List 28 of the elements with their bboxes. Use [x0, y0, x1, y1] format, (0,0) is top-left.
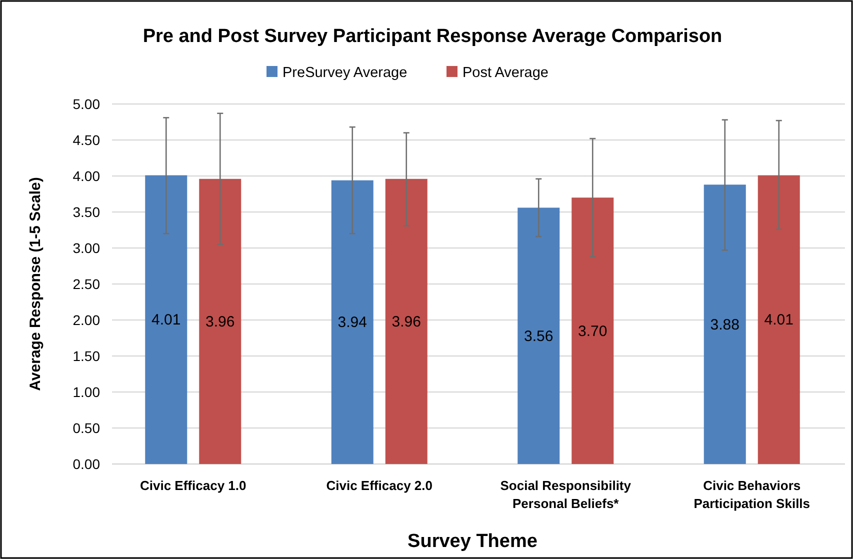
data-label: 3.96 — [206, 313, 235, 330]
x-tick-label: Civic Efficacy 2.0 — [326, 478, 432, 493]
data-label: 3.70 — [578, 322, 608, 340]
y-tick-label: 1.00 — [72, 384, 100, 400]
legend-label: Post Average — [462, 65, 548, 81]
data-label: 3.94 — [338, 314, 367, 332]
data-label: 3.96 — [392, 313, 421, 330]
x-tick-label: Social Responsibility Personal Beliefs* — [500, 478, 632, 511]
y-tick-label: 1.50 — [72, 348, 100, 364]
x-tick-label: Civic Behaviors Participation Skills — [694, 478, 810, 511]
y-axis-title: Average Response (1-5 Scale) — [27, 177, 44, 391]
y-tick-label: 2.00 — [72, 312, 100, 328]
y-tick-label: 0.00 — [72, 456, 100, 472]
y-tick-label: 4.00 — [72, 168, 100, 184]
y-tick-label: 3.50 — [72, 204, 100, 220]
x-axis-title: Survey Theme — [408, 531, 538, 552]
data-label: 3.56 — [524, 328, 554, 345]
data-label: 4.01 — [764, 312, 794, 329]
data-label: 3.88 — [710, 316, 740, 334]
y-tick-label: 3.00 — [72, 240, 100, 256]
data-label: 4.01 — [152, 312, 181, 329]
y-tick-label: 2.50 — [72, 276, 100, 292]
y-tick-label: 0.50 — [72, 420, 100, 436]
y-tick-label: 4.50 — [72, 132, 100, 148]
y-tick-label: 5.00 — [72, 96, 100, 112]
x-tick-label: Civic Efficacy 1.0 — [140, 478, 246, 493]
chart-title: Pre and Post Survey Participant Response Average Comparison — [142, 26, 722, 47]
legend-label: PreSurvey Average — [282, 65, 408, 81]
